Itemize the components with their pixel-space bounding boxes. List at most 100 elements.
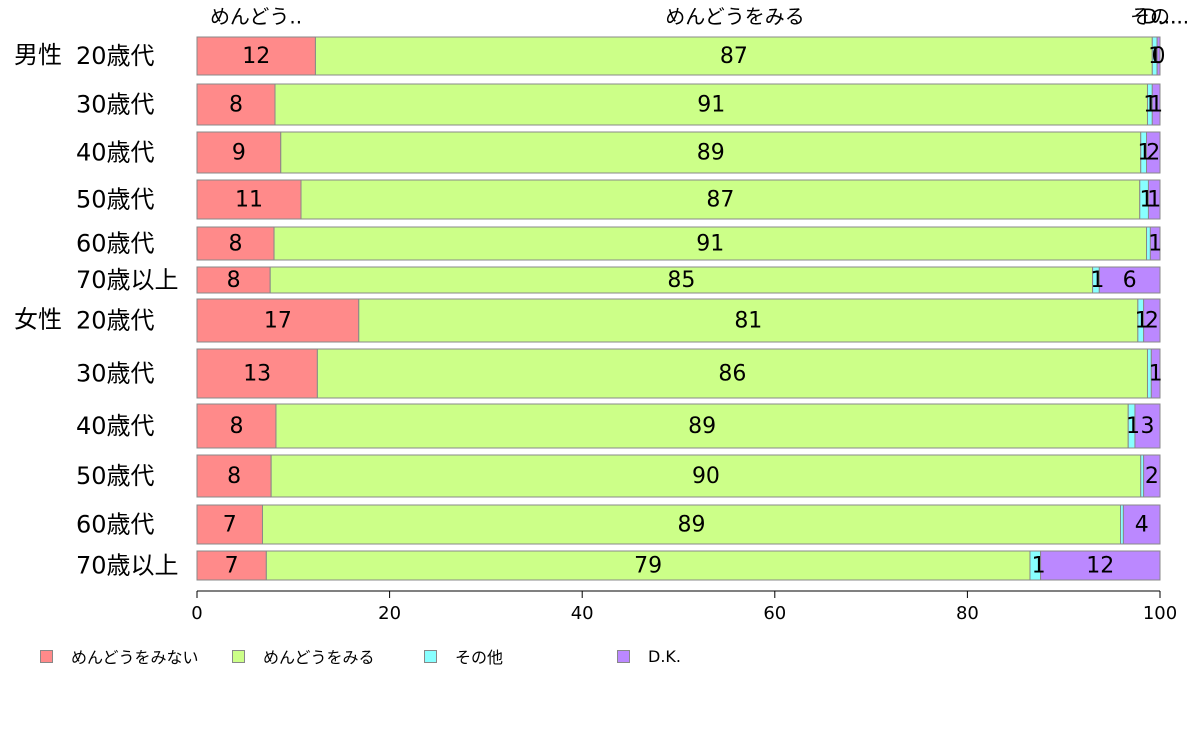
top-label-2: めんどうをみる: [665, 5, 804, 29]
bar-segment-r9-s4: [1134, 403, 1161, 449]
data-label-r2-s2: 91: [697, 93, 725, 118]
data-label-r7-s2: 81: [734, 309, 762, 334]
bar-segment-r9-s2: [275, 403, 1129, 449]
data-label-r9-s1: 8: [229, 414, 243, 439]
bar-segment-r5-s2: [273, 226, 1148, 261]
bar-segment-r1-s1: [196, 36, 316, 76]
data-label-r4-s1: 11: [235, 188, 263, 213]
bar-segment-r1-s2: [314, 36, 1153, 76]
data-label-r6-s1: 8: [227, 268, 241, 293]
bar-segment-r3-s4: [1146, 131, 1161, 174]
data-label-r11-s1: 7: [223, 513, 237, 538]
x-tick-label-80: 80: [956, 603, 979, 624]
legend-item-mendou-minai: めんどうをみない: [40, 644, 232, 668]
data-label-r3-s2: 89: [697, 141, 725, 166]
data-label-r12-s4: 12: [1086, 554, 1114, 579]
bar-segment-r4-s4: [1147, 179, 1161, 220]
category-label-9: 40歳代: [76, 412, 155, 440]
legend-item-dk: D.K.: [617, 644, 737, 668]
data-label-r5-s4: 1: [1148, 232, 1162, 257]
category-label-5: 60歳代: [76, 230, 155, 258]
x-tick-label-40: 40: [571, 603, 594, 624]
legend-item-mendou-miru: めんどうをみる: [232, 644, 424, 668]
data-label-r10-s1: 8: [227, 464, 241, 489]
bar-segment-r2-s1: [196, 83, 276, 126]
bar-segment-r10-s4: [1143, 454, 1161, 498]
top-label-1: めんどう..: [210, 5, 302, 29]
category-label-7: 20歳代: [76, 307, 155, 335]
legend: めんどうをみない めんどうをみる その他 D.K.: [40, 644, 737, 668]
group-label-7: 女性: [14, 306, 62, 334]
legend-label-mendou-minai: めんどうをみない: [71, 648, 199, 667]
data-label-r4-s4: 1: [1147, 188, 1161, 213]
data-label-r7-s4: 2: [1145, 309, 1159, 334]
data-label-r8-s2: 86: [718, 362, 746, 387]
bar-segment-r11-s1: [196, 504, 263, 545]
data-label-r1-s1: 12: [242, 44, 270, 69]
bar-segment-r11-s4: [1122, 504, 1161, 545]
data-label-r12-s2: 79: [634, 554, 662, 579]
data-label-r12-s1: 7: [225, 554, 239, 579]
bar-segment-r8-s1: [196, 348, 318, 399]
bar-segment-r3-s1: [196, 131, 282, 174]
bar-segment-r3-s2: [280, 131, 1142, 174]
top-label-3: その...: [1130, 5, 1188, 29]
bar-segment-r10-s2: [270, 454, 1142, 498]
bar-segment-r12-s2: [265, 550, 1031, 581]
x-tick-label-60: 60: [763, 603, 786, 624]
category-label-4: 50歳代: [76, 186, 155, 214]
data-label-r12-s3: 1: [1032, 554, 1046, 579]
data-label-r9-s3: 1: [1126, 414, 1140, 439]
bar-segment-r12-s4: [1040, 550, 1161, 581]
x-tick-label-100: 100: [1143, 603, 1177, 624]
data-label-r2-s3: 1: [1143, 93, 1157, 118]
data-label-r5-s2: 91: [696, 232, 724, 257]
bar-segment-r4-s2: [300, 179, 1141, 220]
bar-segment-r7-s2: [358, 298, 1139, 343]
bar-segment-r6-s2: [269, 266, 1094, 294]
group-label-1: 男性: [14, 41, 62, 69]
legend-swatch-dk: [617, 649, 630, 663]
data-label-r8-s4: 1: [1149, 362, 1163, 387]
data-label-r7-s1: 17: [264, 309, 292, 334]
category-label-6: 70歳以上: [76, 266, 179, 294]
data-label-r6-s4: 6: [1123, 268, 1137, 293]
data-label-r9-s2: 89: [688, 414, 716, 439]
data-label-r4-s2: 87: [706, 188, 734, 213]
bar-segment-r5-s1: [196, 226, 275, 261]
data-label-r1-s3: 1: [1148, 44, 1162, 69]
bar-segment-r6-s4: [1098, 266, 1161, 294]
bar-segment-r10-s1: [196, 454, 272, 498]
data-label-r1-s4: 0: [1152, 44, 1166, 69]
bar-segment-r6-s1: [196, 266, 271, 294]
data-label-r10-s4: 2: [1145, 464, 1159, 489]
bar-segment-r12-s1: [196, 550, 267, 581]
data-label-r11-s2: 89: [678, 513, 706, 538]
legend-swatch-sonota: [424, 649, 437, 663]
legend-swatch-mendou-miru: [232, 649, 245, 663]
x-tick-label-0: 0: [191, 603, 202, 624]
x-tick-label-20: 20: [378, 603, 401, 624]
bar-segment-r5-s4: [1149, 226, 1161, 261]
bar-segment-r2-s2: [274, 83, 1148, 126]
category-label-8: 30歳代: [76, 360, 155, 388]
data-label-r4-s3: 1: [1139, 188, 1153, 213]
category-label-11: 60歳代: [76, 511, 155, 539]
bar-segment-r2-s4: [1151, 83, 1161, 126]
legend-label-sonota: その他: [455, 648, 504, 667]
category-label-10: 50歳代: [76, 462, 155, 490]
legend-item-sonota: その他: [424, 644, 617, 668]
category-label-12: 70歳以上: [76, 552, 179, 580]
bar-segment-r7-s4: [1143, 298, 1161, 343]
bar-segment-r11-s2: [261, 504, 1122, 545]
top-label-4: D....: [1142, 5, 1183, 29]
data-label-r5-s1: 8: [229, 232, 243, 257]
data-label-r8-s1: 13: [243, 362, 271, 387]
data-label-r6-s2: 85: [667, 268, 695, 293]
data-label-r1-s2: 87: [720, 44, 748, 69]
data-label-r9-s4: 3: [1140, 414, 1154, 439]
data-label-r3-s1: 9: [232, 141, 246, 166]
data-label-r11-s4: 4: [1135, 513, 1149, 538]
category-label-2: 30歳代: [76, 91, 155, 119]
